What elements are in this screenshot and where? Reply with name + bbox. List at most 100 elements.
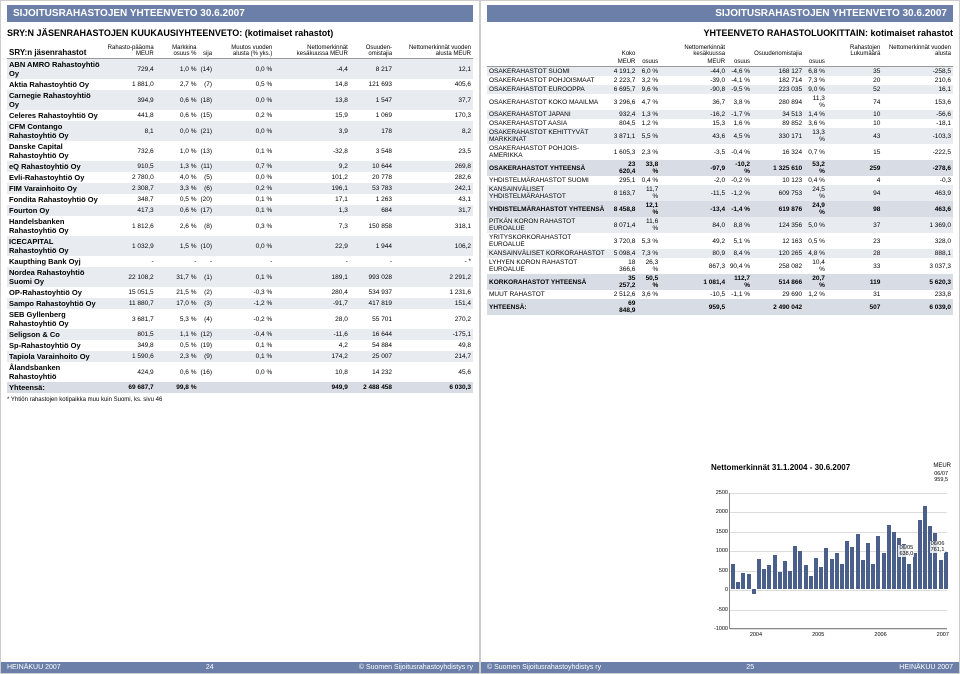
chart-bar (798, 551, 802, 589)
chart-bar (944, 552, 948, 589)
table-row: FIM Varainhoito Oy2 308,73,3 %(6)0,2 %19… (7, 183, 473, 194)
page-right-title: SIJOITUSRAHASTOJEN YHTEENVETO 30.6.2007 (487, 5, 953, 22)
chart-bar (767, 565, 771, 589)
chart-bar (778, 572, 782, 589)
chart-bar (845, 541, 849, 590)
chart-bar (928, 526, 932, 589)
chart-bar (731, 564, 735, 589)
table-row: Fourton Oy417,30,6 %(17)0,1 %1,368431,7 (7, 205, 473, 216)
page-right: SIJOITUSRAHASTOJEN YHTEENVETO 30.6.2007 … (480, 0, 960, 674)
col-4: Nettomerkinnät kesäkuussa MEUR (274, 44, 350, 59)
table-row: Ålandsbanken Rahastoyhtiö424,90,6 %(16)0… (7, 362, 473, 382)
table-row: SEB Gyllenberg Rahastoyhtiö Oy3 681,75,3… (7, 309, 473, 329)
chart-annotation: 06/05638,0 (898, 545, 914, 557)
table-row: YRITYSKORKORAHASTOT EUROALUE3 720,85,3 %… (487, 233, 953, 249)
table-row: OSAKERAHASTOT AASIA804,51,2 %15,31,6 %89… (487, 119, 953, 128)
table-row: Kaupthing Bank Oyj------- * (7, 256, 473, 267)
header-main: SRY:n jäsenrahastot (7, 44, 103, 59)
chart-bar (741, 573, 745, 589)
chart-bar (939, 560, 943, 590)
footer-r-center: 25 (746, 664, 754, 671)
table-row: Tapiola Varainhoito Oy1 590,62,3 %(9)0,1… (7, 351, 473, 362)
fund-class-table: Koko Nettomerkinnät kesäkuussa Osuudenom… (487, 44, 953, 315)
table-row: Celeres Rahastoyhtiö Oy441,80,6 %(15)0,2… (7, 110, 473, 121)
chart-bar (861, 560, 865, 590)
chart-bar (804, 565, 808, 589)
chart-bar (752, 589, 756, 594)
table-row: Sp-Rahastoyhtiö Oy349,80,5 %(19)0,1 %4,2… (7, 340, 473, 351)
table-row: OSAKERAHASTOT EUROOPPA6 695,79,6 %-90,8-… (487, 85, 953, 94)
chart-bar (793, 546, 797, 589)
chart-bar (850, 547, 854, 589)
member-funds-table: SRY:n jäsenrahastot Rahasto-pääoma MEUR … (7, 44, 473, 393)
chart-ylabel: MEUR (933, 463, 951, 469)
table-row: Seligson & Co801,51,1 %(12)-0,4 %-11,616… (7, 329, 473, 340)
chart-bar (830, 559, 834, 589)
table-row: YHTEENSÄ:69 848,9959,52 490 0425076 039,… (487, 299, 953, 315)
col-5: Osuuden-omistajia (350, 44, 394, 59)
table-row: eQ Rahastoyhtiö Oy910,51,3 %(11)0,7 %9,2… (7, 161, 473, 172)
col-6: Nettomerkinnät vuoden alusta MEUR (394, 44, 473, 59)
chart-bar (840, 564, 844, 589)
chart-bar (814, 558, 818, 589)
col-3: Muutos vuoden alusta (% yks.) (214, 44, 274, 59)
footer-right-page: © Suomen Sijoitusrahastoyhdistys ry 25 H… (481, 662, 959, 673)
table-row: OSAKERAHASTOT POHJOIS-AMERIKKA1 605,32,3… (487, 144, 953, 160)
chart-bar (824, 548, 828, 589)
col-2: sija (198, 44, 214, 59)
table-row: Nordea Rahastoyhtiö Suomi Oy22 108,231,7… (7, 267, 473, 287)
total-row: Yhteensä:69 687,799,8 %949,92 488 4586 0… (7, 382, 473, 393)
page-spread: SIJOITUSRAHASTOJEN YHTEENVETO 30.6.2007 … (0, 0, 960, 674)
chart-bar (918, 520, 922, 589)
table-row: Handelsbanken Rahastoyhtiö Oy1 812,62,6 … (7, 216, 473, 236)
table-row: Evli-Rahastoyhtiö Oy2 780,04,0 %(5)0,0 %… (7, 172, 473, 183)
page-right-subtitle: YHTEENVETO RAHASTOLUOKITTAIN: kotimaiset… (487, 28, 953, 38)
table-row: OSAKERAHASTOT JAPANI932,41,3 %-16,2-1,7 … (487, 110, 953, 119)
table-row: OSAKERAHASTOT POHJOISMAAT2 223,73,2 %-39… (487, 76, 953, 85)
chart-bar (757, 559, 761, 589)
table-row: CFM Contango Rahastoyhtiö Oy8,10,0 %(21)… (7, 121, 473, 141)
table-row: OP-Rahastoyhtiö Oy15 051,521,5 %(2)-0,3 … (7, 287, 473, 298)
table-row: Aktia Rahastoyhtiö Oy1 881,02,7 %(7)0,5 … (7, 79, 473, 90)
table-row: Sampo Rahastoyhtiö Oy11 880,717,0 %(3)-1… (7, 298, 473, 309)
chart-title: Nettomerkinnät 31.1.2004 - 30.6.2007 (711, 463, 951, 472)
left-footnote: * Yhtiön rahastojen kotipaikka muu kuin … (7, 397, 473, 403)
chart-bar (809, 576, 813, 589)
chart-bar (907, 564, 911, 589)
table-row: Danske Capital Rahastoyhtiö Oy732,61,0 %… (7, 141, 473, 161)
footer-r-left: © Suomen Sijoitusrahastoyhdistys ry (487, 664, 601, 671)
table-row: OSAKERAHASTOT KOKO MAAILMA3 296,64,7 %36… (487, 94, 953, 110)
chart-bar (819, 567, 823, 589)
table-row: ABN AMRO Rahastoyhtiö Oy729,41,0 %(14)0,… (7, 59, 473, 80)
page-left-subtitle: SRY:N JÄSENRAHASTOJEN KUUKAUSIYHTEENVETO… (7, 28, 473, 38)
col-1: Markkina osuus % (156, 44, 199, 59)
chart-bar (923, 506, 927, 590)
table-row: Fondita Rahastoyhtiö Oy348,70,5 %(20)0,1… (7, 194, 473, 205)
footer-l-left: HEINÄKUU 2007 (7, 664, 61, 671)
table-row: OSAKERAHASTOT YHTEENSÄ23 620,433,8 %-97,… (487, 160, 953, 176)
table-row: OSAKERAHASTOT SUOMI4 191,26,0 %-44,0-4,6… (487, 67, 953, 77)
chart-annotation: 06/06761,1 (930, 541, 946, 553)
footer-left-page: HEINÄKUU 2007 24 © Suomen Sijoitusrahast… (1, 662, 479, 673)
chart-bar (882, 553, 886, 589)
chart-bar (747, 574, 751, 589)
table-row: KANSAINVÄLISET YHDISTELMÄRAHASTOT8 163,7… (487, 185, 953, 201)
chart-bar (788, 571, 792, 590)
table-row: LYHYEN KORON RAHASTOT EUROALUE18 366,626… (487, 258, 953, 274)
chart-bar (892, 532, 896, 590)
footer-r-right: HEINÄKUU 2007 (899, 664, 953, 671)
chart-bar (783, 561, 787, 589)
chart-annotation: 06/07959,5 (933, 471, 949, 483)
chart-bar (887, 525, 891, 589)
footer-l-right: © Suomen Sijoitusrahastoyhdistys ry (359, 664, 473, 671)
chart-bar (762, 569, 766, 589)
chart-area: -1000-5000500100015002000250020042005200… (729, 493, 947, 629)
table-row: Carnegie Rahastoyhtiö Oy394,90,6 %(18)0,… (7, 90, 473, 110)
net-subscriptions-chart: Nettomerkinnät 31.1.2004 - 30.6.2007 MEU… (711, 463, 951, 643)
table-row: MUUT RAHASTOT2 512,63,6 %-10,5-1,1 %29 6… (487, 290, 953, 299)
table-row: YHDISTELMÄRAHASTOT YHTEENSÄ8 458,812,1 %… (487, 201, 953, 217)
chart-bar (856, 534, 860, 589)
page-left-title: SIJOITUSRAHASTOJEN YHTEENVETO 30.6.2007 (7, 5, 473, 22)
col-0: Rahasto-pääoma MEUR (103, 44, 155, 59)
table-row: OSAKERAHASTOT KEHITTYVÄT MARKKINAT3 871,… (487, 128, 953, 144)
